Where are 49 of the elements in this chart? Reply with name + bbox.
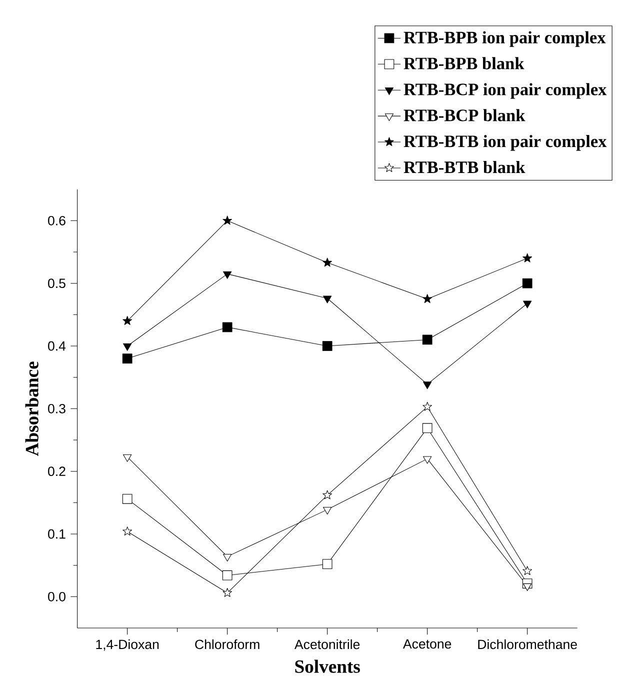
point [122, 526, 132, 536]
legend-label: RTB-BTB ion pair complex [404, 135, 607, 151]
y-tick-label: 0.3 [48, 404, 66, 414]
point [522, 278, 532, 288]
legend-label: RTB-BPB blank [404, 57, 524, 70]
legend-label: RTB-BCP ion pair complex [404, 83, 607, 99]
legend-label: RTB-BTB blank [404, 161, 526, 174]
point [422, 402, 432, 411]
point [222, 570, 232, 580]
x-tick-label: Dichloromethane [478, 639, 577, 650]
point [122, 316, 132, 325]
point [122, 494, 132, 504]
point [123, 454, 132, 462]
x-tick-label: Chloroform [195, 639, 260, 650]
point [123, 343, 132, 351]
y-tick-label: 0.1 [48, 529, 66, 539]
point [323, 296, 332, 304]
point [222, 588, 232, 597]
point [423, 382, 432, 390]
y-tick-label: 0.2 [48, 466, 66, 476]
point [522, 253, 532, 262]
point [423, 456, 432, 464]
x-axis-title: Solvents [295, 660, 360, 673]
point [222, 216, 232, 225]
point [422, 334, 432, 345]
y-tick-label: 0.4 [48, 341, 66, 351]
point [422, 294, 432, 304]
y-axis-title: Absorbance [25, 362, 38, 456]
point [122, 354, 132, 364]
point [323, 506, 332, 514]
point [322, 490, 332, 500]
x-tick-label: Acetonitrile [294, 639, 360, 650]
point [523, 583, 532, 591]
point [322, 341, 332, 351]
point [223, 271, 232, 279]
x-tick-label: 1,4-Dioxan [96, 639, 159, 651]
y-tick-label: 0.0 [48, 592, 66, 602]
y-tick-label: 0.5 [48, 278, 66, 288]
point [422, 423, 432, 434]
legend-label: RTB-BCP blank [404, 109, 526, 122]
x-tick-label: Acetone [402, 639, 452, 649]
point [522, 566, 532, 576]
point [322, 258, 332, 267]
point [222, 322, 232, 332]
point [523, 300, 532, 308]
point [223, 554, 232, 562]
y-tick-label: 0.6 [48, 216, 66, 226]
point [322, 559, 332, 570]
legend-label: RTB-BPB ion pair complex [404, 31, 606, 47]
